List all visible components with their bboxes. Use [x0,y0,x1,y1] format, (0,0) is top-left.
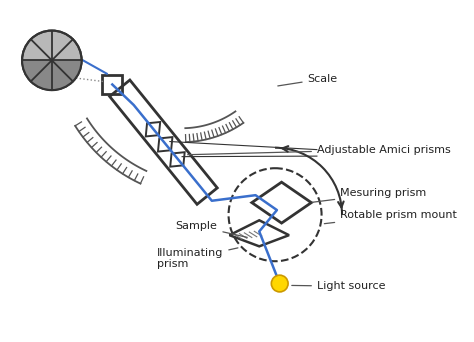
Text: Illuminating
prism: Illuminating prism [157,248,238,269]
Text: Mesuring prism: Mesuring prism [312,188,427,202]
Polygon shape [22,60,82,90]
Circle shape [22,30,82,90]
Text: Light source: Light source [292,281,385,291]
Text: Adjustable Amici prisms: Adjustable Amici prisms [188,145,451,155]
Text: Sample: Sample [175,221,247,237]
Text: Rotable prism mount: Rotable prism mount [324,210,457,224]
Circle shape [271,275,288,292]
Text: Scale: Scale [278,74,338,86]
